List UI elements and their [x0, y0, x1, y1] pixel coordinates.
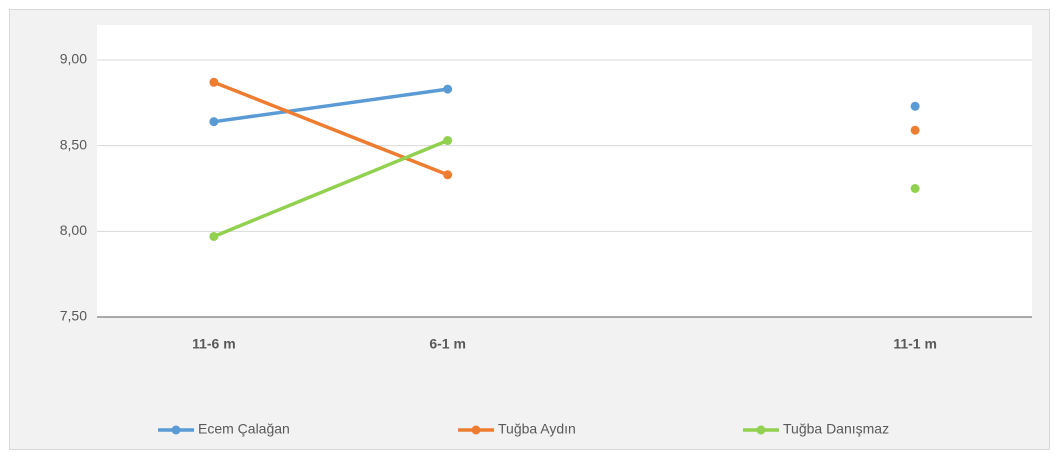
series-line: [213, 87, 448, 124]
marker: [209, 117, 219, 127]
marker: [910, 125, 920, 135]
legend-label: Tuğba Danışmaz: [783, 421, 889, 437]
y-tick-label: 9,00: [60, 51, 87, 67]
legend-marker: [471, 425, 481, 435]
marker: [910, 101, 920, 111]
series-line: [213, 138, 449, 239]
plot-area: [97, 25, 1032, 317]
legend-marker: [756, 425, 766, 435]
marker: [443, 84, 453, 94]
marker: [443, 170, 453, 180]
y-tick-label: 8,00: [60, 222, 87, 238]
y-tick-label: 7,50: [60, 308, 87, 324]
marker: [910, 184, 920, 193]
marker: [209, 77, 219, 87]
legend-marker: [171, 425, 181, 435]
x-tick-label: 11-6 m: [192, 336, 236, 352]
series-line: [213, 80, 449, 177]
legend-label: Tuğba Aydın: [498, 421, 576, 437]
x-tick-label: 11-1 m: [893, 336, 937, 352]
marker: [443, 136, 453, 146]
x-tick-label: 6-1 m: [429, 336, 466, 352]
y-tick-label: 8,50: [60, 136, 87, 152]
legend-label: Ecem Çalağan: [198, 421, 290, 437]
marker: [209, 231, 219, 241]
